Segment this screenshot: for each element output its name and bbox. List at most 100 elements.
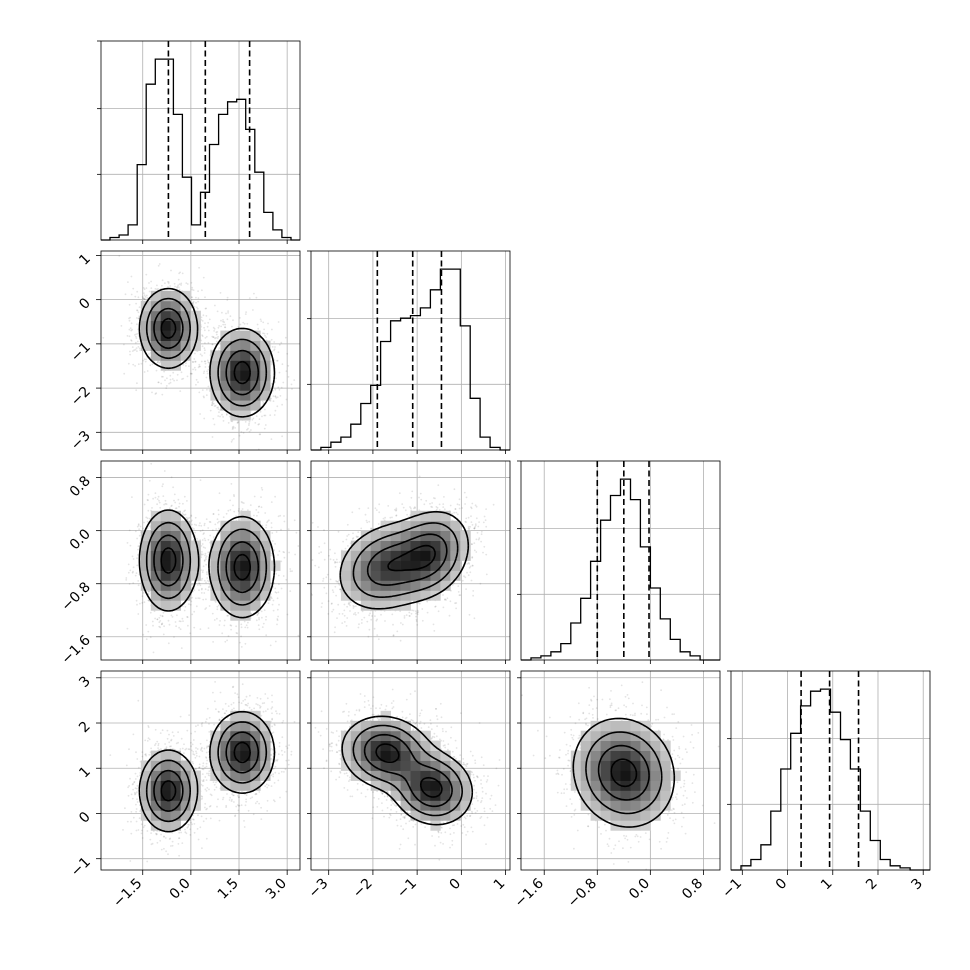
scatter-point (145, 358, 148, 361)
scatter-point (173, 379, 176, 382)
scatter-point (194, 360, 197, 363)
density-cell (230, 340, 241, 351)
scatter-point (134, 341, 137, 344)
scatter-point (164, 282, 166, 285)
density-cell (250, 330, 261, 341)
density-cell (230, 380, 241, 391)
scatter-point (208, 583, 211, 586)
scatter-point (137, 613, 140, 615)
scatter-point (196, 307, 199, 310)
scatter-point (169, 378, 172, 381)
scatter-point (198, 524, 201, 527)
scatter-point (280, 587, 283, 590)
scatter-point (190, 514, 193, 517)
density-cell (210, 370, 221, 381)
scatter-point (228, 410, 231, 413)
scatter-point (143, 358, 146, 361)
scatter-point (145, 638, 148, 641)
scatter-point (240, 635, 243, 638)
density-cell (250, 590, 261, 601)
scatter-point (252, 417, 255, 420)
density-cell (220, 340, 231, 351)
scatter-point (259, 318, 262, 321)
scatter-point (242, 321, 245, 324)
scatter-point (195, 597, 197, 600)
scatter-point (199, 365, 201, 368)
density-cell (250, 600, 261, 611)
scatter-point (189, 632, 192, 635)
scatter-point (188, 603, 190, 606)
scatter-point (256, 514, 258, 517)
scatter-point (203, 352, 206, 354)
scatter-point (133, 349, 136, 352)
scatter-point (279, 514, 282, 517)
scatter-point (202, 533, 205, 535)
scatter-point (164, 379, 166, 382)
density-cell (160, 340, 171, 351)
scatter-point (209, 390, 211, 392)
scatter-point (152, 624, 154, 627)
scatter-point (264, 334, 266, 337)
scatter-point (136, 537, 139, 540)
scatter-point (156, 284, 158, 287)
density-cell (230, 360, 241, 371)
scatter-point (269, 414, 272, 417)
scatter-point (218, 624, 221, 626)
scatter-point (266, 332, 269, 335)
panel-frame (100, 250, 301, 451)
scatter-point (293, 519, 296, 522)
scatter-point (282, 381, 285, 384)
scatter-point (137, 311, 140, 314)
scatter-panel-0-1 (100, 250, 301, 451)
scatter-point (184, 605, 187, 608)
scatter-point (184, 513, 187, 516)
scatter-point (186, 375, 189, 378)
scatter-point (175, 507, 178, 510)
density-cell (240, 390, 251, 401)
scatter-point (284, 336, 287, 339)
scatter-point (283, 551, 286, 554)
scatter-point (154, 492, 157, 495)
scatter-point (151, 391, 153, 394)
density-cell (210, 580, 221, 591)
scatter-point (200, 360, 203, 363)
scatter-point (176, 379, 178, 382)
scatter-point (127, 281, 129, 283)
scatter-point (161, 393, 164, 396)
density-cell (160, 570, 171, 581)
scatter-point (250, 429, 252, 431)
scatter-point (183, 609, 186, 612)
scatter-point (224, 640, 227, 643)
scatter-point (211, 401, 214, 404)
scatter-point (137, 584, 140, 587)
scatter-point (197, 366, 200, 369)
scatter-point (240, 431, 243, 433)
scatter-point (278, 388, 281, 391)
density-cell (160, 590, 171, 601)
scatter-point (154, 393, 157, 395)
scatter-point (167, 642, 170, 645)
scatter-point (135, 347, 138, 349)
scatter-point (206, 370, 209, 373)
scatter-point (144, 298, 146, 301)
scatter-point (131, 571, 134, 574)
scatter-point (289, 590, 292, 592)
scatter-point (192, 368, 195, 371)
scatter-point (159, 361, 162, 363)
scatter-point (202, 553, 204, 556)
scatter-point (297, 545, 300, 547)
scatter-point (238, 510, 240, 513)
scatter-point (161, 622, 164, 625)
scatter-point (212, 336, 215, 339)
scatter-point (146, 370, 149, 372)
scatter-point (219, 620, 222, 622)
scatter-point (129, 316, 132, 319)
scatter-point (120, 325, 123, 327)
scatter-point (204, 296, 206, 299)
scatter-point (194, 368, 197, 371)
scatter-point (212, 641, 215, 643)
scatter-point (271, 350, 273, 353)
scatter-point (154, 496, 157, 499)
scatter-point (268, 519, 270, 522)
scatter-point (218, 347, 221, 349)
